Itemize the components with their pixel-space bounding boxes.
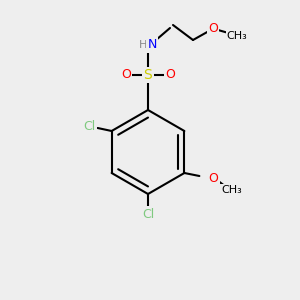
Text: N: N	[147, 38, 157, 52]
Text: O: O	[165, 68, 175, 82]
Text: CH₃: CH₃	[221, 185, 242, 195]
Text: Cl: Cl	[142, 208, 154, 220]
Text: S: S	[144, 68, 152, 82]
Text: O: O	[208, 172, 218, 184]
Text: Cl: Cl	[83, 119, 96, 133]
Text: H: H	[139, 40, 147, 50]
Text: O: O	[208, 22, 218, 34]
Text: CH₃: CH₃	[226, 31, 248, 41]
Text: O: O	[121, 68, 131, 82]
